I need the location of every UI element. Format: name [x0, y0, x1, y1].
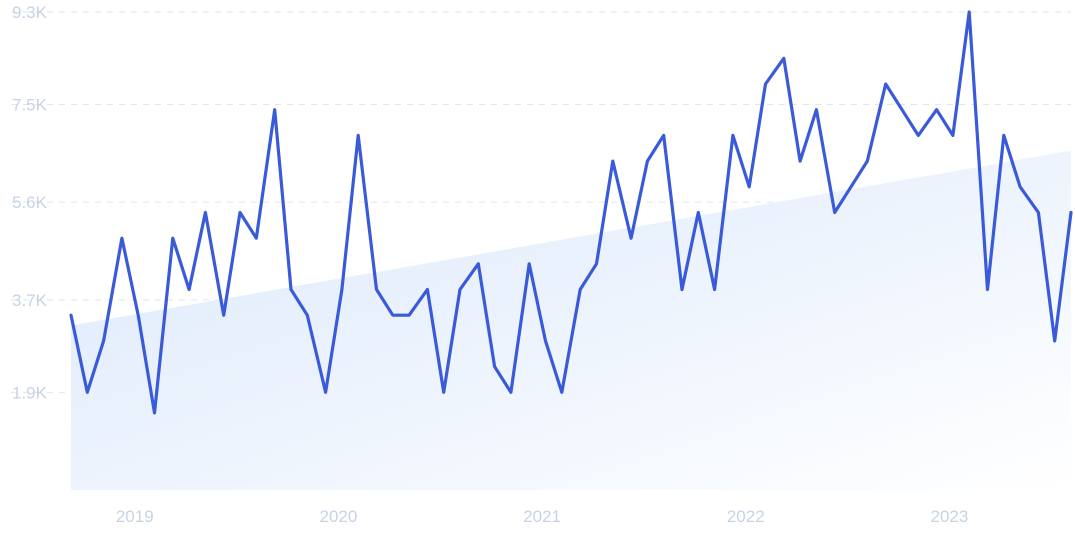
data-point [1018, 185, 1022, 189]
data-point [527, 262, 531, 266]
x-tick-label: 2023 [931, 507, 969, 526]
data-point [935, 108, 939, 112]
data-point [238, 210, 242, 214]
data-point [849, 185, 853, 189]
data-point [340, 288, 344, 292]
data-point [171, 236, 175, 240]
data-point [747, 185, 751, 189]
data-point [458, 288, 462, 292]
data-point [289, 288, 293, 292]
x-tick-label: 2019 [116, 507, 154, 526]
data-point [509, 390, 513, 394]
data-point [254, 236, 258, 240]
data-point [407, 313, 411, 317]
data-point [629, 236, 633, 240]
data-point [102, 339, 106, 343]
data-point [69, 313, 73, 317]
trend-area [71, 150, 1071, 490]
data-point [814, 108, 818, 112]
data-point [764, 82, 768, 86]
y-tick-label: 9.3K [12, 3, 48, 22]
data-point [153, 411, 157, 415]
data-point [222, 313, 226, 317]
data-point [544, 339, 548, 343]
data-point [1002, 133, 1006, 137]
series-line [69, 10, 1073, 415]
data-point [611, 159, 615, 163]
data-point [120, 236, 124, 240]
x-tick-label: 2022 [727, 507, 765, 526]
data-point [391, 313, 395, 317]
data-point [680, 288, 684, 292]
data-point [305, 313, 309, 317]
y-tick-label: 7.5K [12, 96, 48, 115]
y-axis-tick-labels: 1.9K 3.7K 5.6K 7.5K 9.3K [12, 3, 48, 402]
data-point [967, 10, 971, 14]
data-point [560, 390, 564, 394]
data-point [645, 159, 649, 163]
data-point [476, 262, 480, 266]
data-point [951, 133, 955, 137]
data-point [662, 133, 666, 137]
data-point [1053, 339, 1057, 343]
x-axis-tick-labels: 2019 2020 2021 2022 2023 [116, 507, 968, 526]
data-point [493, 365, 497, 369]
y-tick-label: 5.6K [12, 193, 48, 212]
y-tick-label: 1.9K [12, 383, 48, 402]
data-point [324, 390, 328, 394]
data-point [916, 133, 920, 137]
data-point [136, 313, 140, 317]
data-point [1069, 210, 1073, 214]
data-point [187, 288, 191, 292]
x-tick-label: 2020 [320, 507, 358, 526]
data-point [203, 210, 207, 214]
data-point [425, 288, 429, 292]
data-point [884, 82, 888, 86]
data-point [273, 108, 277, 112]
data-point [1036, 210, 1040, 214]
data-point [865, 159, 869, 163]
data-point [442, 390, 446, 394]
data-point [833, 210, 837, 214]
data-point [374, 288, 378, 292]
data-point [578, 288, 582, 292]
data-point [696, 210, 700, 214]
data-point [731, 133, 735, 137]
data-point [713, 288, 717, 292]
x-tick-label: 2021 [523, 507, 561, 526]
y-tick-label: 3.7K [12, 291, 48, 310]
data-point [985, 288, 989, 292]
data-point [798, 159, 802, 163]
data-point [356, 133, 360, 137]
data-point [900, 108, 904, 112]
data-point [594, 262, 598, 266]
data-point [85, 390, 89, 394]
data-point [782, 56, 786, 60]
